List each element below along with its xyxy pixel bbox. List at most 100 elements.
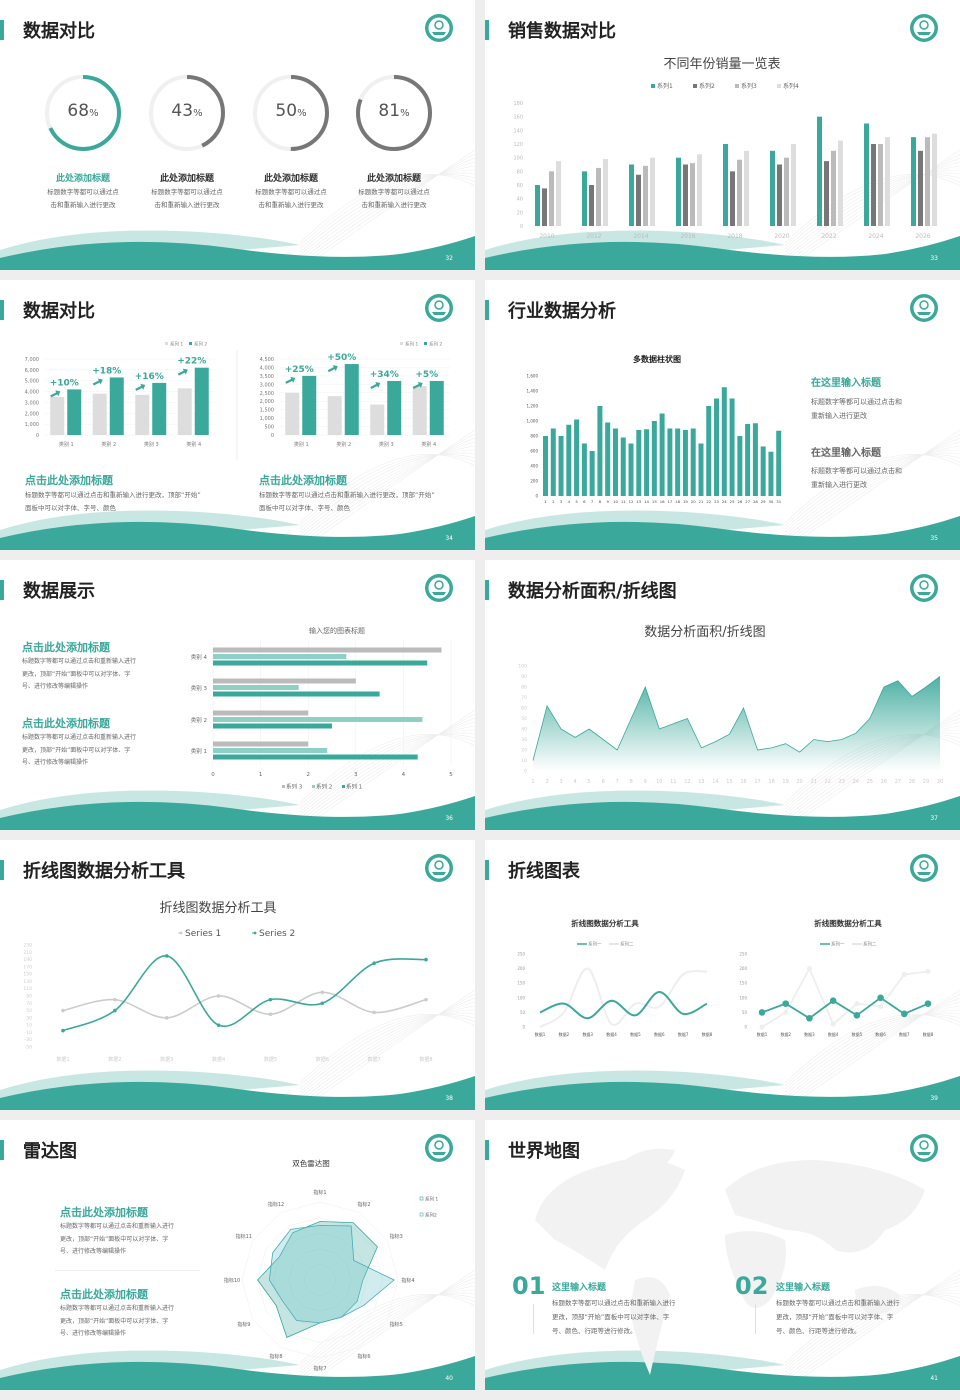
bar [911,137,916,226]
y-tick-label: -50 [25,1045,32,1051]
bar [177,388,192,435]
bar [605,422,611,496]
logo-icon [425,14,453,42]
decorative-line [784,454,960,524]
bar [752,423,758,496]
logo-mark [919,580,929,590]
decorative-line [299,1269,475,1390]
x-tick-label: 9 [644,779,647,785]
axis-label: 指标12 [268,1201,284,1208]
y-tick-label: 4,000 [25,390,39,396]
y-tick-label: 6,000 [25,368,39,374]
bar [776,430,782,496]
bar [932,133,937,226]
x-tick-label: 10 [656,779,662,785]
ring-value: 68% [67,101,99,121]
bar [659,413,665,496]
slide-decoration [485,149,960,270]
data-point [783,1009,789,1015]
x-tick-label: 数据5 [264,1056,277,1063]
bar [714,398,720,496]
x-tick-label: 3 [559,779,562,785]
y-tick-label: 230 [23,943,32,949]
legend-label: 系列 1 [405,341,418,348]
data-point [925,969,931,975]
decorative-line [299,989,475,1110]
bar [676,157,681,226]
logo-mark [917,32,931,35]
x-tick-label: 23 [839,779,845,785]
page-number: 35 [930,535,938,542]
data-point [164,954,169,958]
decorative-line [299,454,475,527]
bar [737,436,743,496]
radar-grid [304,1264,336,1296]
logo-mark [919,300,929,310]
y-tick-label: 类别 1 [191,747,207,755]
logo-mark [917,1152,931,1155]
growth-label: +18% [92,366,121,376]
title-accent-bar [0,300,4,320]
slide-decoration [0,709,475,830]
ring-progress [45,75,121,151]
block-title: 点击此处添加标题 [60,1288,148,1301]
x-tick-label: 4 [574,779,577,785]
wave [0,796,475,830]
x-tick-label: 22 [706,499,711,504]
y-tick-label: 0 [535,494,538,499]
legend-swatch [342,785,345,788]
decorative-line [299,437,475,545]
x-tick-label: 数据2 [559,1031,570,1037]
growth-arrow-icon [50,390,61,398]
ring-progress [356,75,432,151]
slide-title: 数据分析面积/折线图 [508,581,677,602]
growth-arrow-icon [177,368,188,376]
y-tick-label: 1,000 [527,419,539,424]
logo-mark [919,20,929,30]
x-tick-label: 类别 3 [144,441,159,448]
y-tick-label: 40 [517,197,523,203]
decorative-line [784,1014,960,1087]
decorative-line [784,441,960,542]
title-accent-bar [485,20,489,40]
x-tick-label: 2026 [915,233,930,240]
chart-title: 折线图数据分析工具 [814,918,882,928]
slide-37: 数据分析面积/折线图 0 10 20 30 40 50 60 70 80 90 100 1 2 3 4 5 6 7 8… [485,560,960,830]
wave [0,236,475,270]
y-tick-label: 3,000 [260,382,274,388]
y-tick-label: 50 [520,1010,526,1015]
map-continent [725,1231,786,1308]
y-tick-label: 70 [26,1001,32,1007]
y-tick-label: 2,000 [25,411,39,417]
x-tick-label: 13 [698,779,704,785]
decorative-line [299,454,475,530]
block-desc: 标题数字等都可以通过点击和重新输入进行更改，顶部“开始”面板中可以对字体、字号、… [22,658,137,690]
legend-swatch [419,1212,424,1217]
decorative-line [299,153,475,268]
x-tick-label: 27 [745,499,750,504]
x-tick-label: 22 [825,779,831,785]
bar [566,424,572,496]
decorative-line [784,1014,960,1084]
bar [667,428,673,496]
bar [706,406,712,496]
decorative-line [299,174,475,247]
chart-title: 输入您的图表标题 [309,626,365,635]
axis-label: 指标2 [357,1201,370,1208]
slide-decoration [485,1269,960,1390]
chart-title: 多数据柱状图 [633,354,681,364]
legend-swatch [777,84,781,88]
horizontal-bar-chart: 输入您的图表标题 0 1 2 3 4 5 类别 1 类别 2 类别 3 类别 4 系列 3 系列 2 系列… [191,626,454,791]
x-tick-label: 26 [737,499,742,504]
decorative-line [784,1012,960,1093]
x-tick-label: 16 [740,779,746,785]
page-number: 40 [445,1375,453,1382]
x-tick-label: 20 [691,499,696,504]
x-tick-label: 6 [583,499,586,504]
y-tick-label: 100 [739,995,747,1000]
decorative-line [299,174,475,244]
block-desc: 标题数字等都可以通过点击和重新输入进行更改，顶部“开始”面板中可以对字体、字号、… [60,1223,175,1255]
block-title: 点击此处添加标题 [22,641,110,654]
decorative-line [784,449,960,536]
bar [644,429,650,496]
